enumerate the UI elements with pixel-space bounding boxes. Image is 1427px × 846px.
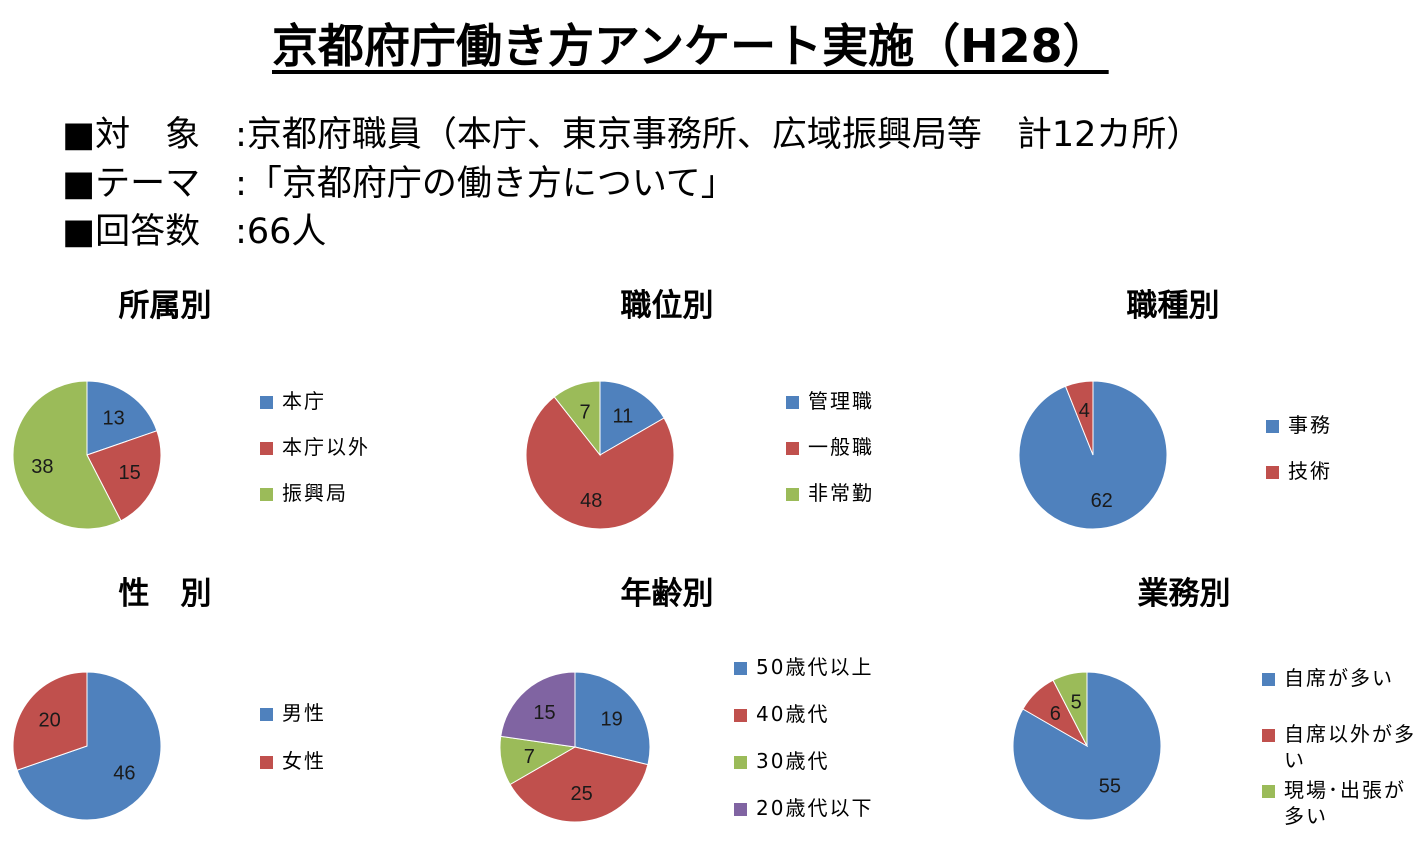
legend-label: 本庁 [282, 389, 326, 413]
pie-slice-4 [500, 671, 576, 748]
legend-label: 自席が多い [1284, 666, 1394, 690]
legend-swatch [1266, 420, 1279, 433]
pie-slice-3 [553, 380, 601, 457]
pie-slice-1 [574, 671, 651, 766]
pie-slice-2 [86, 430, 162, 522]
legend-label: 40歳代 [756, 702, 829, 726]
slice-value-label: 62 [1091, 490, 1113, 512]
chart-title: 職種別 [1127, 288, 1220, 324]
pie-slice-3 [12, 380, 122, 530]
slice-value-label: 38 [31, 456, 53, 478]
legend-swatch [786, 442, 799, 455]
legend-swatch [734, 709, 747, 722]
legend-label: 20歳代以下 [756, 796, 873, 820]
legend-label: 技術 [1288, 459, 1332, 483]
slice-value-label: 11 [613, 405, 634, 427]
legend-label: 30歳代 [756, 749, 829, 773]
chart-age: 年齢別 19 25 7 15 50歳代以上 40歳代 30歳代 20歳代以下 [499, 576, 873, 823]
pie-slice-2 [525, 396, 675, 530]
slice-value-label: 7 [524, 746, 535, 768]
chart-title: 年齢別 [621, 576, 714, 612]
legend-swatch [260, 708, 273, 721]
slice-value-label: 5 [1071, 691, 1082, 713]
slice-value-label: 6 [1050, 703, 1061, 725]
chart-title: 業務別 [1138, 576, 1231, 612]
legend-label: 男性 [282, 701, 326, 725]
pie-slice-2 [509, 746, 649, 823]
legend-swatch [786, 488, 799, 501]
pie-slice-3 [1052, 671, 1088, 747]
legend-label: 現場･出張が多い [1284, 778, 1406, 828]
legend-swatch [260, 442, 273, 455]
legend-swatch [734, 756, 747, 769]
slice-value-label: 46 [113, 763, 135, 785]
pie-slice-1 [16, 671, 162, 821]
legend-swatch [734, 803, 747, 816]
legend-swatch [1262, 673, 1275, 686]
legend-label: 女性 [282, 749, 326, 773]
info-target: ■対 象 :京都府職員（本庁、東京事務所、広域振興局等 計12カ所） [62, 115, 1202, 155]
slice-value-label: 20 [38, 709, 60, 731]
info-response-count: ■回答数 :66人 [62, 212, 327, 252]
pie-slice-2 [1064, 380, 1094, 456]
legend-label: 非常勤 [808, 481, 874, 505]
legend-label: 事務 [1288, 413, 1332, 437]
slice-value-label: 19 [600, 708, 622, 730]
page-title: 京都府庁働き方アンケート実施（H28） [272, 19, 1109, 73]
slice-value-label: 15 [533, 702, 555, 724]
chart-title: 性 別 [119, 576, 212, 612]
pie-slice-1 [599, 380, 665, 456]
legend-label: 本庁以外 [282, 435, 370, 459]
legend-swatch [260, 488, 273, 501]
slice-value-label: 13 [102, 408, 124, 430]
legend-label: 50歳代以上 [756, 655, 873, 679]
chart-title: 職位別 [621, 288, 714, 324]
legend-label: 一般職 [808, 435, 874, 459]
slice-value-label: 15 [118, 462, 140, 484]
legend-label: 自席以外が多い [1284, 722, 1416, 772]
legend-swatch [260, 756, 273, 769]
slice-value-label: 25 [570, 783, 592, 805]
legend-swatch [260, 396, 273, 409]
legend-swatch [1262, 785, 1275, 798]
legend-label: 管理職 [808, 389, 874, 413]
legend-swatch [786, 396, 799, 409]
legend-swatch [1262, 729, 1275, 742]
legend-label: 振興局 [282, 481, 348, 505]
chart-title: 所属別 [119, 288, 212, 324]
slice-value-label: 7 [579, 402, 590, 424]
legend-swatch [734, 662, 747, 675]
pie-slice-2 [12, 671, 88, 771]
slice-value-label: 55 [1099, 776, 1121, 798]
slice-value-label: 48 [580, 490, 602, 512]
info-theme: ■テーマ :「京都府庁の働き方について」 [62, 164, 736, 204]
legend-swatch [1266, 466, 1279, 479]
slice-value-label: 4 [1079, 400, 1090, 422]
